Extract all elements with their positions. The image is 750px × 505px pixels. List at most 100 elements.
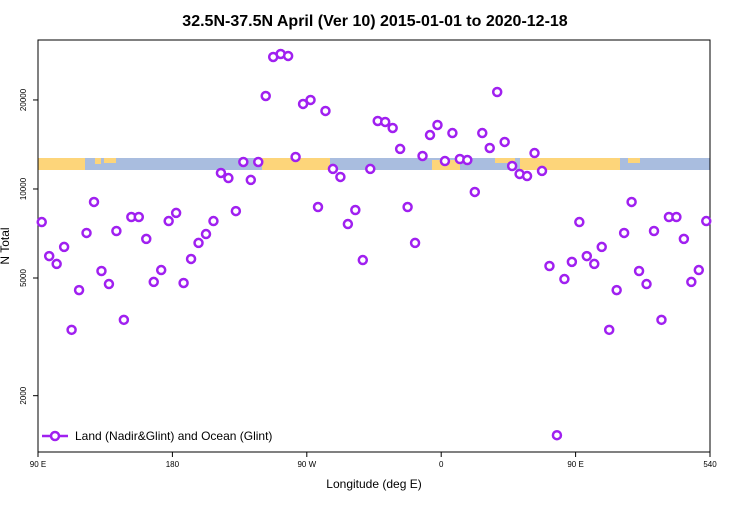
data-point bbox=[432, 119, 443, 131]
data-point bbox=[693, 264, 705, 276]
data-point bbox=[536, 165, 548, 177]
data-point bbox=[163, 215, 174, 227]
data-point bbox=[439, 155, 451, 167]
data-point bbox=[491, 86, 503, 98]
data-point bbox=[589, 258, 600, 270]
data-point bbox=[365, 163, 376, 175]
x-tick-label: 90 E bbox=[30, 460, 46, 469]
y-tick-label: 20000 bbox=[19, 88, 28, 111]
data-point bbox=[73, 284, 85, 296]
data-point bbox=[656, 314, 667, 326]
legend-marker bbox=[49, 430, 61, 442]
data-point bbox=[88, 196, 100, 208]
data-point bbox=[633, 265, 645, 277]
data-point bbox=[424, 129, 436, 141]
data-point bbox=[36, 216, 47, 228]
data-point bbox=[671, 211, 682, 223]
data-point bbox=[208, 215, 219, 227]
data-point bbox=[260, 90, 271, 102]
data-point bbox=[305, 94, 316, 106]
x-tick-label: 540 bbox=[703, 460, 717, 469]
data-point bbox=[678, 233, 690, 245]
data-point bbox=[215, 167, 227, 179]
data-point bbox=[499, 136, 510, 148]
data-point bbox=[185, 253, 197, 265]
legend-label: Land (Nadir&Glint) and Ocean (Glint) bbox=[75, 429, 272, 443]
x-tick-label: 0 bbox=[439, 460, 444, 469]
data-point bbox=[335, 171, 346, 183]
land-band bbox=[38, 158, 85, 170]
land-band bbox=[262, 158, 330, 170]
data-point bbox=[170, 207, 182, 219]
land-band bbox=[104, 158, 116, 163]
data-point bbox=[618, 227, 630, 239]
data-point bbox=[193, 237, 204, 249]
data-point bbox=[320, 105, 331, 117]
data-point bbox=[342, 218, 354, 230]
data-point bbox=[581, 250, 593, 262]
x-axis-label: Longitude (deg E) bbox=[326, 477, 421, 491]
data-point bbox=[312, 201, 324, 213]
data-point bbox=[111, 225, 122, 237]
data-point bbox=[387, 122, 398, 134]
data-point bbox=[641, 278, 652, 290]
data-point bbox=[133, 211, 145, 223]
x-tick-label: 180 bbox=[166, 460, 180, 469]
data-point bbox=[81, 227, 92, 239]
data-point bbox=[51, 258, 62, 270]
data-point bbox=[484, 142, 495, 154]
data-point bbox=[477, 127, 488, 139]
data-point bbox=[409, 237, 421, 249]
data-point bbox=[141, 233, 152, 245]
data-point bbox=[350, 204, 361, 216]
data-point bbox=[521, 170, 533, 182]
data-point bbox=[566, 256, 578, 268]
data-point bbox=[379, 116, 391, 128]
land-band bbox=[520, 158, 620, 170]
data-point bbox=[230, 205, 242, 217]
data-point bbox=[282, 50, 294, 62]
data-point bbox=[544, 260, 555, 272]
plot-frame bbox=[37, 39, 711, 453]
data-point bbox=[253, 156, 264, 168]
data-point bbox=[506, 160, 518, 172]
data-point bbox=[327, 163, 339, 175]
chart-title: 32.5N-37.5N April (Ver 10) 2015-01-01 to… bbox=[182, 13, 568, 30]
data-point bbox=[469, 186, 481, 198]
land-band bbox=[495, 158, 515, 163]
data-point bbox=[417, 150, 428, 162]
y-axis-label: N Total bbox=[0, 227, 12, 264]
x-tick-label: 90 W bbox=[297, 460, 316, 469]
data-point bbox=[96, 265, 107, 277]
data-point bbox=[357, 254, 369, 266]
data-point bbox=[596, 241, 607, 253]
data-point bbox=[447, 127, 458, 139]
data-point bbox=[148, 276, 159, 288]
data-point bbox=[200, 228, 212, 240]
data-point bbox=[103, 278, 115, 290]
data-point bbox=[43, 250, 55, 262]
data-point bbox=[559, 273, 570, 285]
data-point bbox=[178, 277, 189, 289]
data-point bbox=[529, 147, 540, 159]
x-tick-label: 90 E bbox=[567, 460, 583, 469]
data-point bbox=[290, 151, 301, 163]
data-point bbox=[686, 276, 697, 288]
data-point bbox=[648, 225, 660, 237]
y-tick-label: 5000 bbox=[19, 269, 28, 287]
y-tick-label: 2000 bbox=[19, 386, 28, 404]
data-point bbox=[58, 241, 70, 253]
land-band bbox=[628, 158, 640, 163]
data-point bbox=[238, 156, 249, 168]
data-point bbox=[701, 215, 712, 227]
data-point bbox=[394, 143, 406, 155]
data-point bbox=[611, 284, 622, 296]
data-point bbox=[118, 314, 130, 326]
data-point bbox=[245, 174, 257, 186]
data-point bbox=[402, 201, 413, 213]
data-point bbox=[297, 98, 309, 110]
data-point bbox=[574, 216, 585, 228]
data-point bbox=[626, 196, 637, 208]
